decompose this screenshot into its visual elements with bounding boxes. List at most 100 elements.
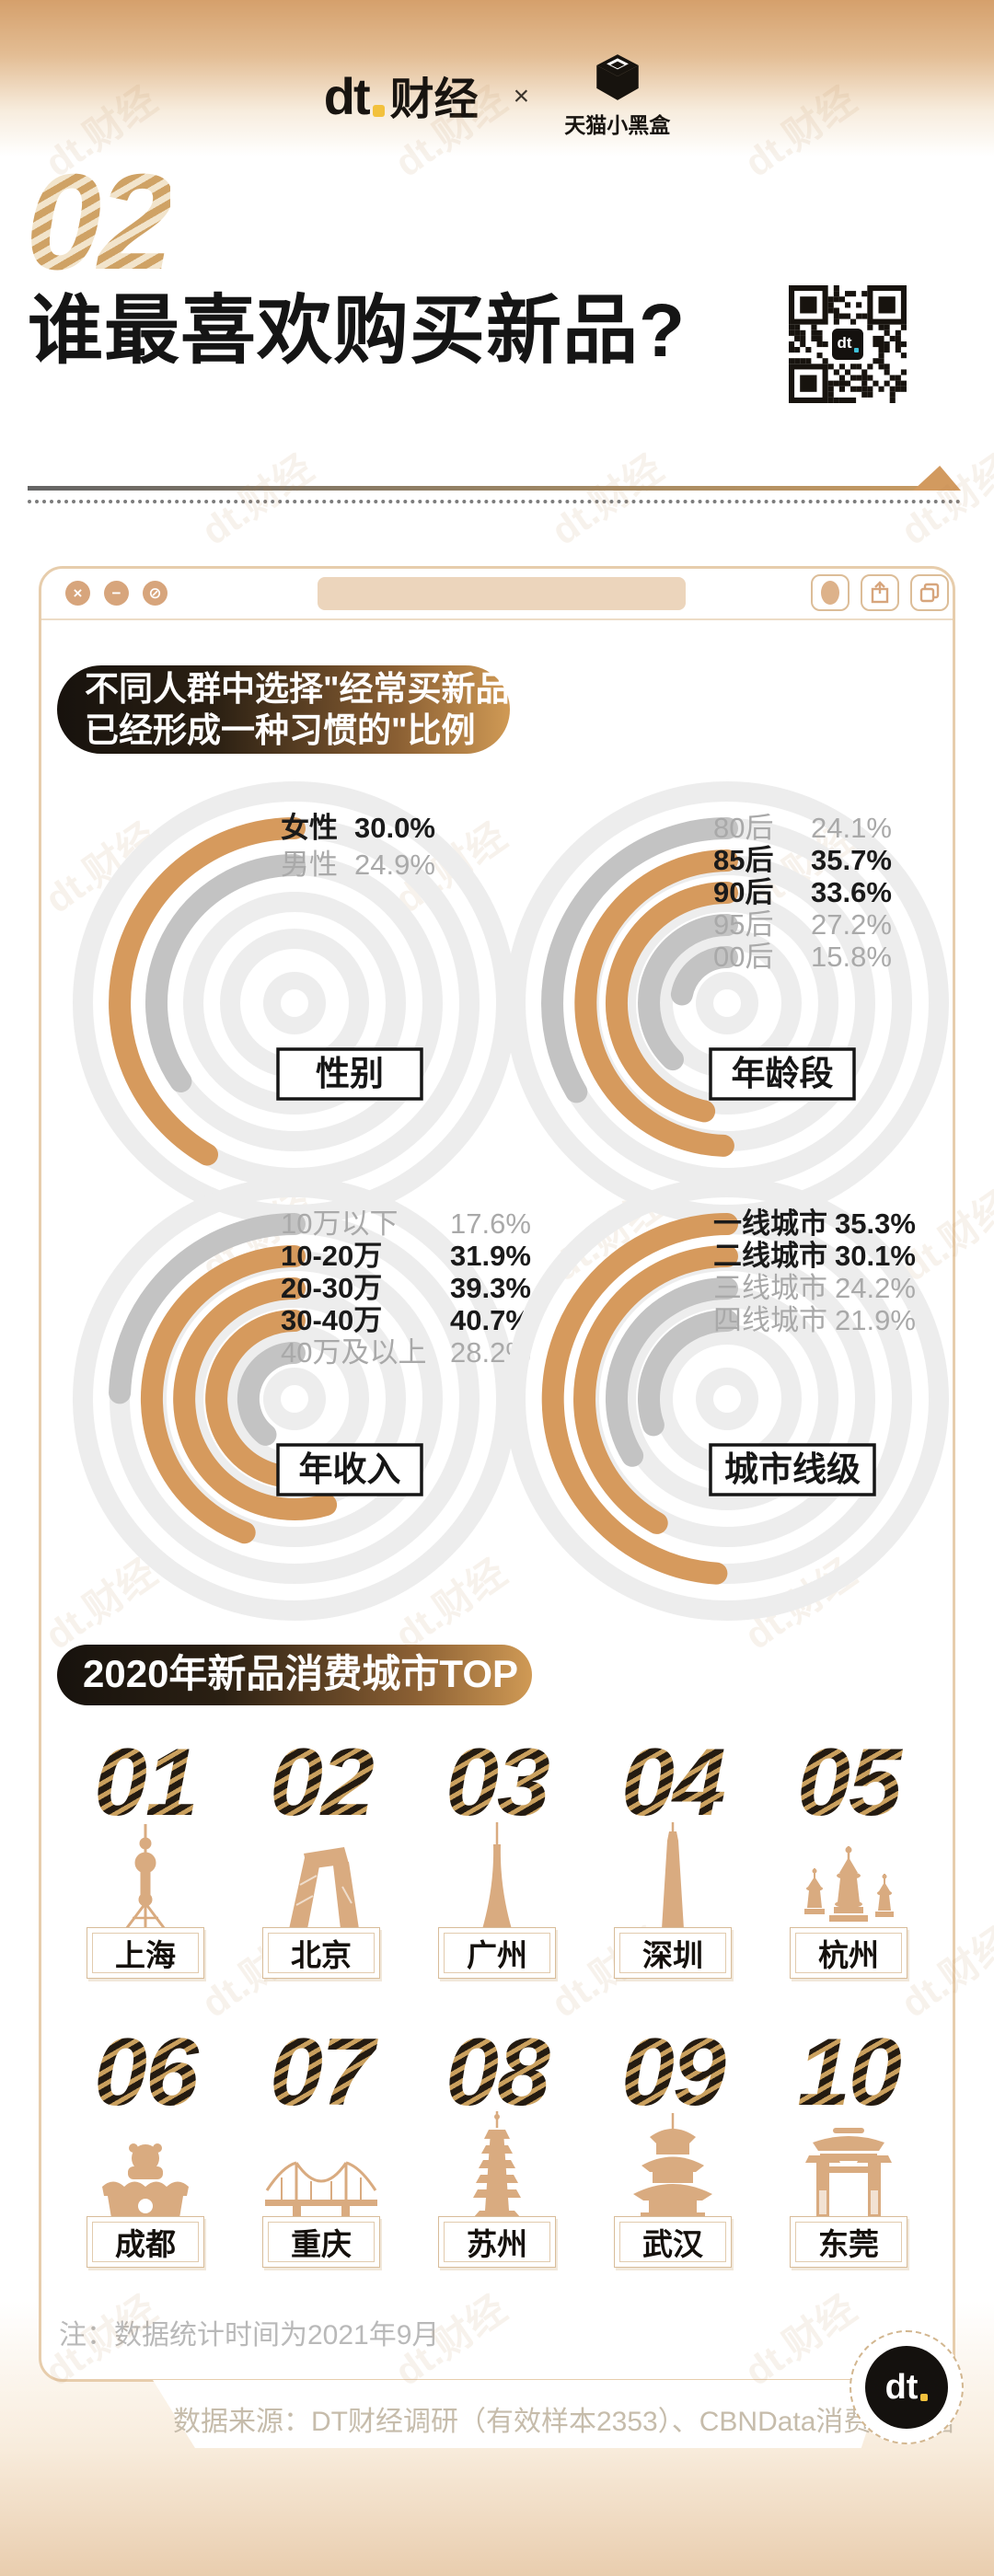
radial-arc: [109, 817, 306, 1166]
source-bar: 数据来源：DT财经调研（有效样本2353）、CBNData消费大数据: [0, 2380, 994, 2448]
city-name-box: 成都: [87, 2216, 204, 2268]
city-name: 广州: [444, 1933, 550, 1973]
section-title-line2: 已经形成一种习惯的"比例: [85, 711, 476, 749]
value-label: 21.9%: [835, 1304, 916, 1336]
value-label: 31.9%: [450, 1240, 531, 1272]
section-title-line1: 不同人群中选择"经常买新品: [85, 670, 510, 708]
background-ring: [505, 1177, 949, 1621]
background-ring-hole: [281, 1385, 308, 1413]
category-label: 00后: [713, 941, 773, 973]
category-label: 四线城市: [713, 1304, 827, 1336]
radial-arc: [140, 1245, 306, 1544]
radial-arc: [605, 882, 738, 1123]
dt-badge-logo: dt: [865, 2346, 948, 2429]
group-label-box: [276, 1047, 423, 1101]
background-ring-hole: [713, 989, 741, 1017]
radial-arc: [605, 1277, 738, 1467]
value-label: 27.2%: [811, 908, 892, 941]
black-cube-icon: [594, 53, 641, 106]
radial-arc: [638, 1310, 738, 1437]
canton-tower-icon: [428, 1820, 566, 1931]
city-rank-02: 02: [234, 1735, 409, 1831]
tmall-heybox-label: 天猫小黑盒: [564, 113, 671, 137]
value-label: 24.9%: [354, 849, 435, 881]
dt-logo-dot-icon: [372, 104, 385, 117]
city-name-box: 上海: [87, 1927, 204, 1979]
city-rank-09: 09: [585, 2025, 760, 2120]
collab-times-icon: ×: [513, 80, 530, 111]
city-name-box: 武汉: [614, 2216, 732, 2268]
city-name: 成都: [92, 2222, 199, 2262]
group-label-box: [709, 1443, 876, 1496]
radial-chart-年收入: 10万以下 17.6% 10-20万 31.9% 20-30万 39.3% 30-40万 40…: [73, 1177, 531, 1621]
category-label: 二线城市: [713, 1240, 827, 1272]
tiered-pagoda-icon: [428, 2109, 566, 2220]
city-name: 上海: [92, 1933, 199, 1973]
radial-arc: [145, 854, 306, 1092]
profile-button[interactable]: [811, 574, 850, 611]
category-label: 10万以下: [281, 1207, 398, 1240]
background-ring-hole: [281, 989, 308, 1017]
qr-modules: [789, 285, 907, 403]
group-label: 城市线级: [724, 1450, 861, 1488]
city-name-box: 重庆: [262, 2216, 380, 2268]
address-bar[interactable]: [318, 577, 686, 610]
group-label: 年龄段: [732, 1055, 834, 1092]
dt-badge-dot-icon: [920, 2394, 929, 2401]
data-source: 数据来源：DT财经调研（有效样本2353）、CBNData消费大数据: [173, 2407, 954, 2437]
category-label: 80后: [713, 812, 773, 844]
radial-arc: [237, 1341, 306, 1446]
page-title: 谁最喜欢购买新品?: [28, 289, 687, 373]
dt-badge-text: dt: [884, 2367, 919, 2407]
category-label: 三线城市: [713, 1272, 827, 1304]
cctv-headquarters-icon: [252, 1820, 390, 1931]
city-name: 苏州: [444, 2222, 550, 2262]
minimize-button[interactable]: −: [104, 581, 129, 606]
radial-arc: [109, 1213, 306, 1404]
watermark: dt.财经: [193, 445, 321, 554]
value-label: 35.7%: [811, 844, 892, 876]
city-name-box: 苏州: [438, 2216, 556, 2268]
source-shape: [153, 2380, 884, 2448]
city-name-box: 东莞: [790, 2216, 907, 2268]
city-rank-08: 08: [410, 2025, 584, 2120]
value-label: 15.8%: [811, 941, 892, 973]
city-rank-03: 03: [410, 1735, 584, 1831]
city-rank-07: 07: [234, 2025, 409, 2120]
dt-logo-text: dt: [323, 66, 371, 125]
oriental-pearl-tower-icon: [76, 1820, 214, 1931]
radial-chart-性别: 女性 30.0% 男性 24.9% 性别: [73, 781, 516, 1225]
category-label: 85后: [713, 844, 773, 876]
radial-arc: [541, 817, 738, 1103]
copy-icon: [919, 583, 940, 603]
category-label: 女性: [281, 812, 338, 844]
city-name: 杭州: [795, 1933, 902, 1973]
group-label-box: [709, 1047, 856, 1101]
section-title-pill: 不同人群中选择"经常买新品 已经形成一种习惯的"比例: [57, 665, 510, 754]
category-label: 男性: [281, 849, 338, 881]
watermark: dt.财经: [543, 445, 671, 554]
issue-number: 02: [26, 146, 174, 298]
city-rank-04: 04: [585, 1735, 760, 1831]
category-label: 30-40万: [281, 1304, 382, 1336]
city-name: 深圳: [619, 1933, 726, 1973]
pingan-tower-icon: [604, 1820, 742, 1931]
radial-arc: [573, 1245, 738, 1534]
value-label: 24.2%: [835, 1272, 916, 1304]
block-button[interactable]: ⊘: [143, 581, 168, 606]
city-name-box: 杭州: [790, 1927, 907, 1979]
category-label: 90后: [713, 876, 773, 908]
city-name: 重庆: [268, 2222, 375, 2262]
profile-icon: [821, 581, 839, 605]
value-label: 39.3%: [450, 1272, 531, 1304]
group-label-box: [276, 1443, 423, 1496]
copy-tabs-button[interactable]: [910, 574, 949, 611]
divider-arrow-icon: [913, 466, 961, 491]
close-button[interactable]: ×: [65, 581, 90, 606]
city-name: 东莞: [795, 2222, 902, 2262]
group-label: 性别: [316, 1055, 384, 1092]
share-button[interactable]: [861, 574, 899, 611]
tmall-heybox-logo: 天猫小黑盒: [564, 53, 670, 139]
value-label: 30.1%: [835, 1240, 916, 1272]
